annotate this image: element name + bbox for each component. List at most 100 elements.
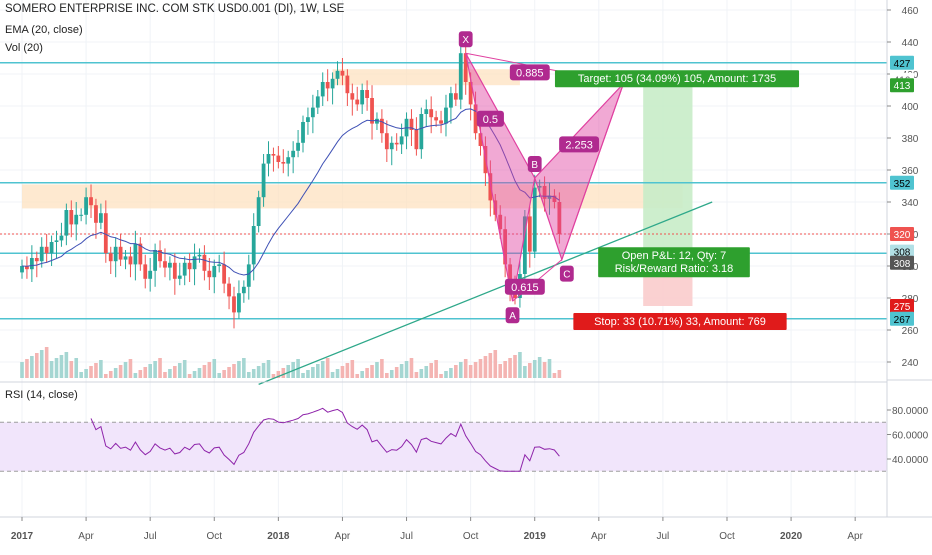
volume-bar: [133, 373, 138, 378]
candle-body: [202, 254, 207, 271]
volume-bar: [463, 359, 468, 378]
candle-body: [108, 253, 113, 262]
candle-body: [453, 93, 458, 100]
volume-bar: [163, 372, 167, 378]
time-tick-label: Jul: [657, 531, 670, 542]
volume-bar: [424, 366, 429, 378]
price-badge: [890, 244, 914, 259]
price-badge-label: 308: [894, 248, 911, 259]
candle-body: [118, 246, 123, 260]
volume-bar: [182, 360, 187, 378]
volume-bar: [434, 360, 438, 378]
volume-bar: [34, 353, 39, 378]
volume-bar: [202, 365, 207, 378]
price-tick-label: 240: [902, 358, 919, 369]
volume-bar: [444, 371, 448, 378]
candle-body: [542, 186, 547, 199]
candle-body: [310, 107, 315, 118]
time-tick-label: 2019: [524, 531, 547, 542]
volume-bar: [345, 363, 350, 378]
volume-bar: [281, 368, 286, 378]
volume-bar: [527, 363, 532, 378]
volume-bar: [261, 363, 266, 378]
candle-body: [409, 118, 414, 130]
candle-body: [439, 120, 443, 124]
rsi-tick-label: 40.0000: [892, 455, 929, 466]
volume-bar: [449, 368, 453, 378]
candle-body: [286, 157, 291, 164]
candle-body: [251, 226, 256, 265]
candle-body: [291, 150, 296, 158]
volume-bar: [138, 370, 143, 378]
volume-bar: [25, 359, 29, 378]
candle-body: [330, 78, 335, 89]
candle-body: [133, 243, 138, 265]
candle-body: [212, 266, 217, 278]
candle-body: [315, 96, 320, 108]
volume-bar: [177, 363, 182, 378]
trendline: [258, 201, 713, 386]
candle-body: [429, 109, 434, 118]
volume-bar: [503, 361, 507, 378]
candle-body: [375, 118, 379, 124]
volume-bar: [389, 370, 394, 378]
pattern-point-c-bg: [559, 265, 574, 282]
candle-body: [498, 214, 503, 230]
candle-body: [20, 266, 24, 273]
price-badge: [890, 227, 914, 241]
supply-zone: [332, 69, 520, 86]
candle-body: [172, 262, 177, 279]
volume-bar: [192, 371, 197, 378]
volume-bar: [256, 366, 261, 378]
rsi-band: [0, 422, 887, 472]
time-tick-label: Apr: [78, 531, 94, 542]
candle-body: [444, 107, 448, 124]
volume-bar: [370, 365, 374, 378]
time-tick-label: Jul: [144, 531, 157, 542]
supply-zone: [22, 184, 683, 209]
pattern-point-c: C: [563, 270, 570, 281]
volume-bar: [419, 369, 424, 378]
candle-body: [25, 266, 29, 270]
volume-bar: [212, 359, 217, 378]
price-tick-label: 260: [902, 326, 919, 337]
candle-body: [458, 53, 463, 100]
vol-label: Vol (20): [5, 42, 43, 54]
candle-body: [153, 250, 158, 271]
ema-label: EMA (20, close): [5, 24, 83, 36]
volume-bar: [143, 367, 148, 378]
volume-bar: [237, 361, 241, 378]
volume-bar: [306, 370, 310, 378]
volume-bar: [523, 366, 527, 378]
rsi-label: RSI (14, close): [5, 389, 78, 401]
volume-bar: [266, 360, 271, 378]
candle-body: [557, 202, 562, 234]
candle-body: [537, 186, 542, 188]
price-badge-label: 275: [894, 302, 911, 313]
volume-bar: [74, 358, 79, 378]
time-tick-label: Apr: [847, 531, 863, 542]
candle-body: [89, 197, 93, 206]
volume-bar: [399, 364, 404, 378]
volume-bar: [227, 367, 231, 378]
rsi-tick-label: 60.0000: [892, 431, 929, 442]
volume-bar: [246, 372, 251, 378]
volume-bar: [271, 374, 276, 378]
price-badge: [890, 175, 914, 190]
pnl-label-text: Open P&L: 12, Qty: 7: [622, 250, 727, 262]
volume-bar: [113, 368, 118, 378]
volume-bar: [311, 367, 315, 378]
price-badge: [890, 311, 914, 326]
volume-bar: [493, 350, 498, 378]
time-tick-label: Oct: [463, 531, 479, 542]
candle-body: [320, 82, 325, 97]
price-badge: [890, 78, 914, 93]
volume-bar: [454, 365, 458, 378]
candle-body: [424, 109, 429, 114]
time-tick-label: Apr: [335, 531, 351, 542]
candle-body: [113, 246, 118, 262]
volume-bar: [532, 360, 537, 378]
candle-body: [158, 250, 162, 262]
candle-body: [296, 142, 300, 151]
